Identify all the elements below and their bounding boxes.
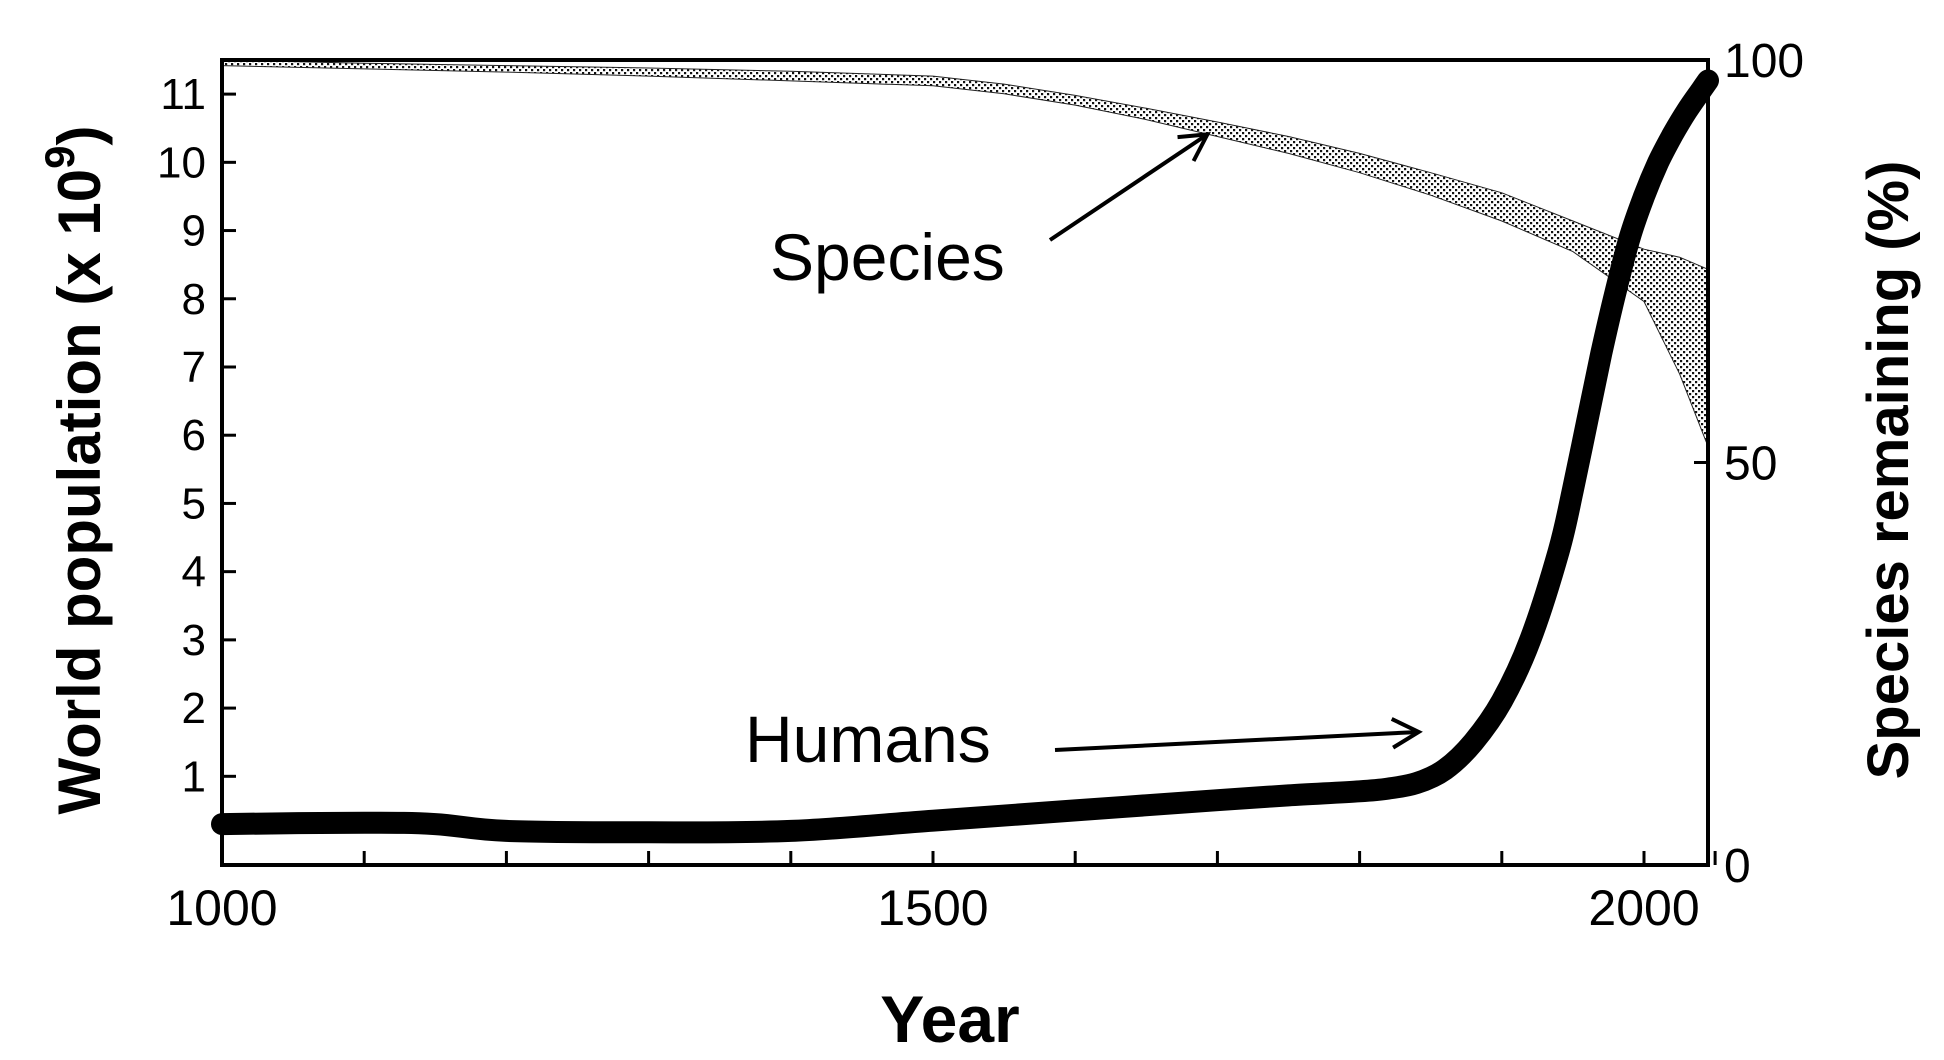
annotation-arrow-shaft (1048, 132, 1209, 242)
annotations: Species Humans (745, 132, 1423, 776)
y-right-axis-title: Species remaining (%) (1856, 161, 1921, 780)
annotation-humans: Humans (745, 702, 991, 776)
x-axis-ticks: 1000 1500 2000 (166, 851, 1717, 936)
x-tick-label: 1000 (166, 880, 277, 936)
y-right-tick-label: 50 (1724, 438, 1777, 491)
annotation-species: Species (770, 220, 1005, 294)
annotation-arrow-head (1177, 132, 1211, 162)
y-left-tick-label: 2 (182, 684, 206, 733)
svg-text:World population (x 109): World population (x 109) (36, 126, 113, 815)
x-tick-label: 1500 (877, 880, 988, 936)
y-left-tick-label: 5 (182, 479, 206, 528)
y-left-title-main: World population (x 10 (46, 169, 113, 815)
y-left-tick-label: 1 (182, 752, 206, 801)
y-left-axis-title: World population (x 109) (36, 126, 113, 815)
x-tick-label: 2000 (1588, 880, 1699, 936)
y-left-tick-label: 3 (182, 616, 206, 665)
annotation-arrow-head (1390, 717, 1423, 750)
annotation-arrow-shaft (1054, 729, 1419, 752)
y-right-tick-label: 100 (1724, 35, 1804, 88)
y-left-tick-label: 8 (182, 275, 206, 324)
y-right-axis-ticks: 0 50 100 (1694, 35, 1804, 893)
y-left-title-exponent: 9 (36, 146, 83, 169)
x-axis-title: Year (880, 982, 1019, 1056)
humans-line (211, 69, 1719, 844)
y-left-tick-label: 11 (160, 70, 206, 119)
y-left-axis-ticks: 1 2 3 4 5 6 7 8 9 10 11 (157, 70, 236, 801)
y-left-tick-label: 10 (157, 138, 206, 187)
y-left-tick-label: 4 (182, 548, 206, 597)
y-right-tick-label: 0 (1724, 840, 1751, 893)
y-left-tick-label: 9 (182, 207, 206, 256)
humans-line-layer (211, 69, 1719, 844)
y-left-tick-label: 6 (182, 411, 206, 460)
y-left-tick-label: 7 (182, 343, 206, 392)
y-left-title-close: ) (46, 126, 113, 146)
